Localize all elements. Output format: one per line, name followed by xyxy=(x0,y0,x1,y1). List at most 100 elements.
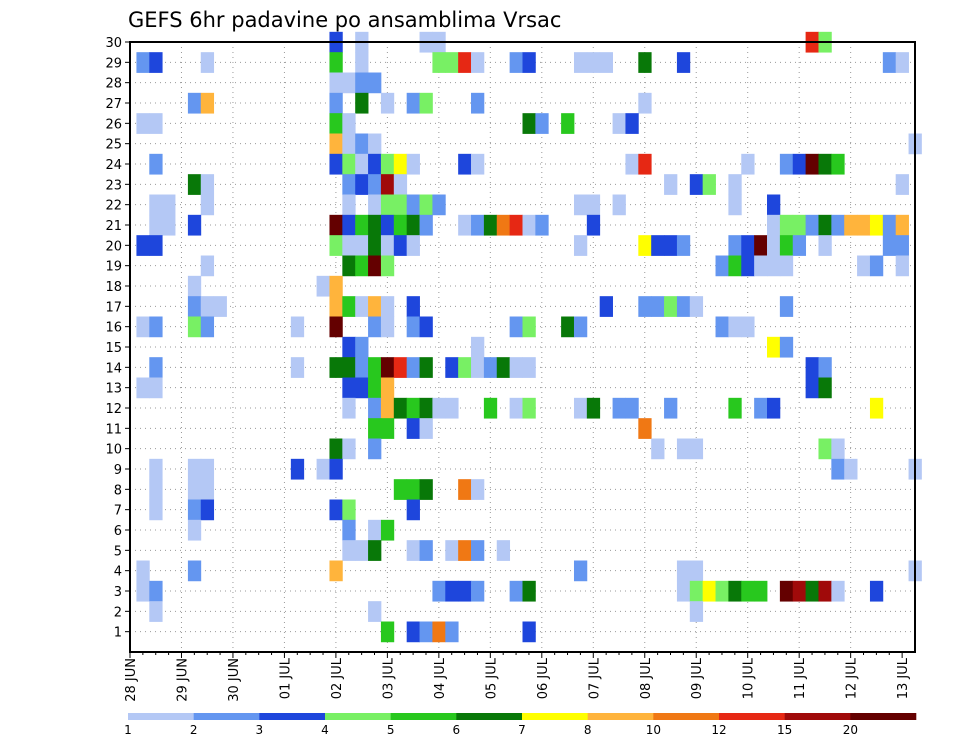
precip-cell xyxy=(831,438,845,460)
precip-cell xyxy=(612,113,626,134)
precip-cell xyxy=(342,296,356,317)
precip-cell xyxy=(805,580,819,602)
precip-cell xyxy=(805,214,819,236)
precip-cell xyxy=(368,296,382,317)
precip-cell xyxy=(136,235,150,256)
precip-cell xyxy=(355,174,369,195)
precip-cell xyxy=(432,52,446,73)
precip-cell xyxy=(638,296,652,317)
y-tick-label: 30 xyxy=(105,36,122,51)
precip-cell xyxy=(162,194,176,216)
precip-cell xyxy=(342,377,356,399)
colorbar-label: 1 xyxy=(124,723,132,737)
precip-cell xyxy=(509,397,523,419)
precip-cell xyxy=(419,479,433,500)
precip-cell xyxy=(483,397,498,419)
precip-cell xyxy=(406,153,420,175)
precip-cell xyxy=(651,235,665,256)
precip-cell xyxy=(509,52,523,73)
precip-cell xyxy=(355,540,369,561)
colorbar-swatch xyxy=(259,713,326,720)
precip-cell xyxy=(458,580,472,602)
precip-cell xyxy=(380,174,395,195)
precip-cell xyxy=(779,336,794,358)
precip-cell xyxy=(393,479,408,500)
precip-cell xyxy=(496,357,511,378)
precip-cell xyxy=(406,316,420,338)
precip-cell xyxy=(676,296,691,317)
precip-cell xyxy=(329,235,343,256)
precip-cell xyxy=(728,194,742,216)
precip-cell xyxy=(676,438,691,460)
y-tick-label: 8 xyxy=(114,483,122,498)
precip-cell xyxy=(767,235,781,256)
y-tick-label: 15 xyxy=(105,341,122,356)
precip-cell xyxy=(638,92,652,114)
x-tick-label: 28 JUN xyxy=(124,658,139,702)
precip-cell xyxy=(355,72,369,94)
colorbar-swatch xyxy=(719,713,785,720)
precip-cell xyxy=(342,133,356,155)
precip-cell xyxy=(458,540,472,561)
precip-cell xyxy=(149,499,163,521)
precip-cell xyxy=(728,397,742,419)
x-tick-label: 04 JUL xyxy=(433,657,448,699)
precip-cell xyxy=(406,418,420,439)
precip-cell xyxy=(818,214,832,236)
precip-cell xyxy=(149,357,163,378)
precip-cell xyxy=(380,194,395,216)
precip-cell xyxy=(638,418,652,439)
precip-cell xyxy=(522,621,536,643)
precip-cell xyxy=(445,52,459,73)
precip-cell xyxy=(625,113,639,134)
precip-cell xyxy=(329,438,343,460)
precip-cell xyxy=(419,621,433,643)
precip-cell xyxy=(342,397,356,419)
precip-cell xyxy=(741,316,755,338)
precip-cell xyxy=(741,235,755,256)
colorbar-label: 3 xyxy=(256,723,264,737)
precip-cell xyxy=(329,275,343,297)
precip-cell xyxy=(342,113,356,134)
precip-cell xyxy=(406,92,420,114)
precip-cell xyxy=(149,153,163,175)
precip-cell xyxy=(187,499,202,521)
precip-cell xyxy=(406,397,420,419)
precip-cell xyxy=(767,336,781,358)
precip-cell xyxy=(445,397,459,419)
precip-cell xyxy=(393,397,408,419)
precip-cell xyxy=(329,560,343,582)
colorbar-label: 20 xyxy=(843,723,858,737)
precip-cell xyxy=(380,153,395,175)
x-tick-label: 06 JUL xyxy=(536,657,551,699)
precip-cell xyxy=(818,153,832,175)
precip-cell xyxy=(380,214,395,236)
precip-cell xyxy=(432,580,446,602)
precip-cell xyxy=(329,214,343,236)
precip-cell xyxy=(573,194,588,216)
precip-cell xyxy=(561,113,575,134)
precip-cell xyxy=(573,397,588,419)
precip-cell xyxy=(290,357,305,378)
precip-cell xyxy=(471,153,485,175)
y-tick-label: 22 xyxy=(105,199,122,214)
precip-cell xyxy=(831,580,845,602)
precip-cell xyxy=(368,540,382,561)
grid-lines xyxy=(130,42,915,652)
precip-cell xyxy=(136,580,150,602)
precip-cell xyxy=(483,357,498,378)
precip-cell xyxy=(471,479,485,500)
precip-cell xyxy=(419,418,433,439)
y-tick-label: 23 xyxy=(105,178,122,193)
precip-cell xyxy=(754,580,768,602)
precip-cell xyxy=(458,214,472,236)
precip-cell xyxy=(200,174,215,195)
precip-cell xyxy=(393,214,408,236)
x-tick-label: 30 JUN xyxy=(227,658,242,702)
colorbar-label: 10 xyxy=(646,723,661,737)
precip-cell xyxy=(355,296,369,317)
precip-cell xyxy=(844,214,858,236)
precip-cell xyxy=(767,255,781,277)
precip-cell xyxy=(664,235,678,256)
precip-cell xyxy=(355,377,369,399)
